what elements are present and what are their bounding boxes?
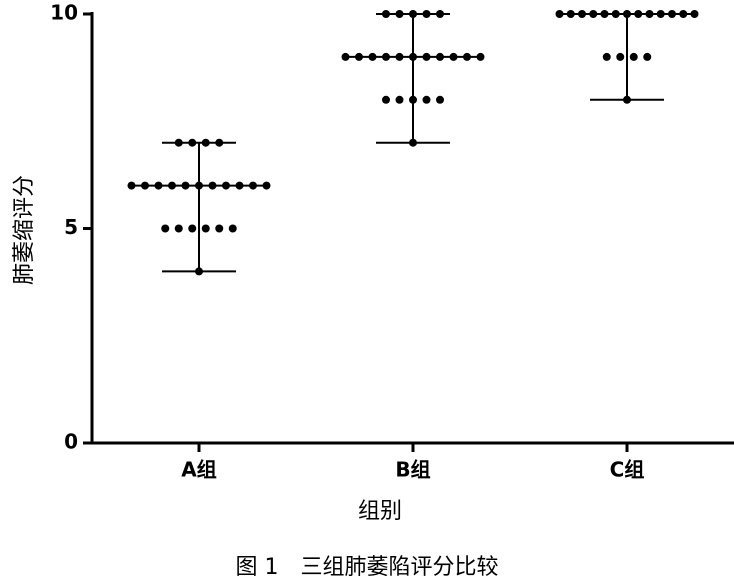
dot [656, 10, 665, 18]
dot [168, 181, 176, 190]
dot [566, 10, 575, 18]
dot [643, 52, 652, 61]
dot [634, 10, 643, 18]
dot [449, 52, 458, 61]
dot [409, 10, 417, 18]
dot [228, 224, 237, 233]
dot [262, 181, 271, 190]
dot [382, 52, 390, 61]
dot [589, 10, 598, 18]
x-tick-label: A组 [181, 458, 216, 482]
dot [382, 10, 390, 18]
dot [668, 10, 676, 18]
y-tick-label: 5 [64, 215, 78, 239]
dot [127, 181, 136, 190]
dot [395, 52, 404, 61]
dot [235, 181, 244, 190]
dot [195, 181, 203, 190]
x-tick-label: B组 [395, 458, 430, 482]
dot [355, 52, 363, 61]
dot [623, 95, 631, 104]
dot [409, 52, 417, 61]
dot [249, 181, 257, 190]
y-tick-label: 0 [64, 430, 78, 454]
dot [422, 52, 431, 61]
dot [476, 52, 485, 61]
dot [161, 224, 170, 233]
dot [616, 52, 625, 61]
x-tick-label: C组 [610, 458, 645, 482]
dot [611, 10, 620, 18]
dot [436, 10, 444, 18]
dot [188, 224, 197, 233]
dot [602, 52, 611, 61]
dot [154, 181, 163, 190]
caption: 图 1 三组肺萎陷评分比较 [236, 555, 499, 580]
dot [555, 10, 564, 18]
dot [395, 95, 404, 104]
dot [181, 181, 190, 190]
dot [215, 224, 224, 233]
dot [395, 10, 404, 18]
dot [436, 95, 444, 104]
dot [222, 181, 230, 190]
dot [174, 138, 183, 147]
dot [623, 10, 631, 18]
dot [645, 10, 654, 18]
dot [463, 52, 471, 61]
dot [600, 10, 609, 18]
dot [174, 224, 183, 233]
dot [215, 138, 224, 147]
dot [422, 95, 431, 104]
dot [382, 95, 390, 104]
dot [422, 10, 431, 18]
y-tick-label: 10 [50, 1, 78, 25]
dot [578, 10, 586, 18]
dot [188, 138, 197, 147]
y-axis-label: 肺萎缩评分 [12, 175, 37, 285]
dot [201, 138, 210, 147]
dot [690, 10, 699, 18]
dot [409, 95, 417, 104]
dot [409, 138, 417, 147]
dot [436, 52, 444, 61]
dot [629, 52, 638, 61]
dot [141, 181, 149, 190]
dot [341, 52, 350, 61]
dot [195, 267, 203, 276]
dot [368, 52, 377, 61]
dot [201, 224, 210, 233]
dot [679, 10, 688, 18]
x-axis-label: 组别 [358, 499, 402, 524]
dot [208, 181, 217, 190]
